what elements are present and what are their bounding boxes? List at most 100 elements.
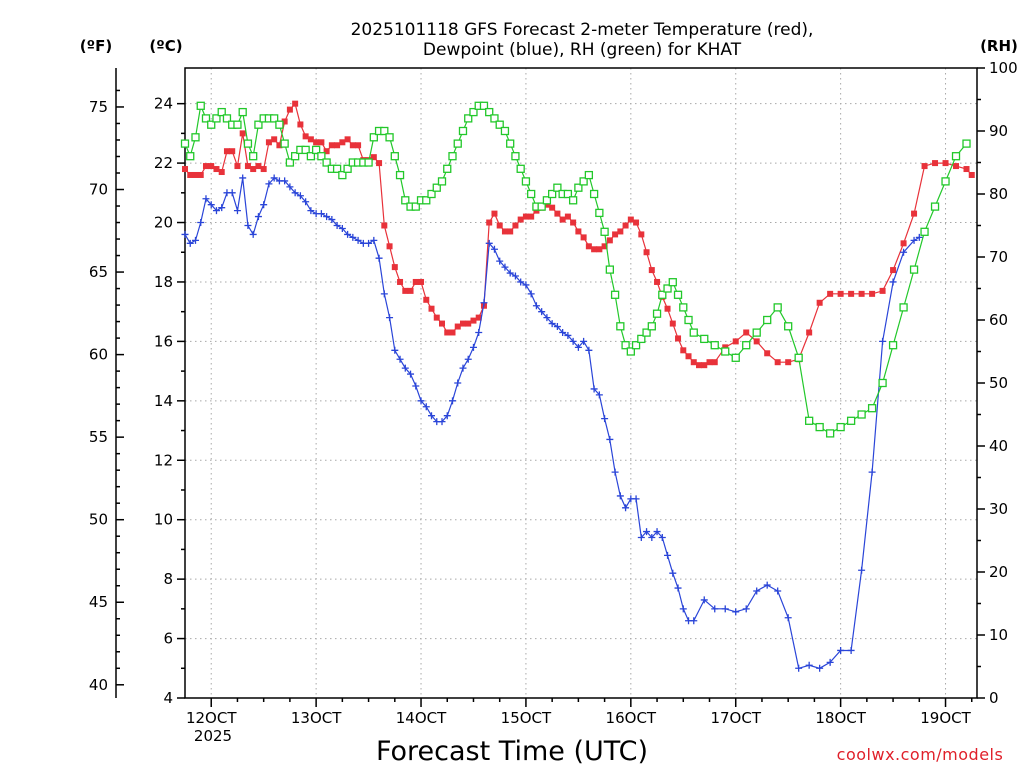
data-point — [596, 246, 603, 253]
chart-title-line2: Dewpoint (blue), RH (green) for KHAT — [423, 40, 742, 60]
data-point — [187, 171, 194, 178]
data-point — [512, 222, 519, 229]
data-point — [438, 418, 446, 426]
data-point — [968, 171, 975, 178]
data-point — [647, 322, 656, 331]
data-point — [542, 196, 552, 205]
data-point — [617, 228, 624, 235]
data-point — [307, 136, 314, 143]
data-point — [554, 210, 561, 217]
x-tick-label: 15OCT — [501, 709, 552, 727]
data-point — [239, 174, 247, 182]
rh-tick-label: 10 — [989, 626, 1008, 644]
celsius-tick-label: 16 — [154, 332, 173, 350]
data-point — [941, 177, 950, 186]
data-point — [753, 587, 761, 595]
data-point — [680, 347, 687, 354]
data-point — [654, 278, 661, 285]
data-point — [911, 210, 918, 217]
rh-unit-label: (RH) — [980, 37, 1018, 55]
data-point — [511, 272, 519, 280]
data-point — [454, 379, 462, 387]
data-point — [879, 337, 887, 345]
x-tick-label: 13OCT — [291, 709, 342, 727]
data-point — [731, 353, 740, 362]
data-point — [181, 230, 189, 238]
series-line — [184, 103, 967, 435]
data-point — [679, 605, 687, 613]
data-point — [574, 343, 582, 351]
data-point — [579, 177, 588, 186]
data-point — [495, 120, 504, 129]
x-tick-label: 14OCT — [396, 709, 447, 727]
data-point — [953, 163, 960, 170]
celsius-unit-label: (ºC) — [149, 37, 182, 55]
data-point — [837, 290, 844, 297]
data-point — [847, 646, 855, 654]
fahrenheit-tick-label: 50 — [89, 511, 108, 529]
data-point — [942, 160, 949, 167]
data-point — [763, 581, 771, 589]
data-point — [910, 236, 918, 244]
data-point — [222, 114, 232, 123]
data-point — [605, 265, 614, 274]
data-point — [281, 177, 289, 185]
data-point — [642, 328, 651, 337]
data-point — [217, 107, 226, 117]
data-point — [223, 148, 230, 155]
data-point — [370, 236, 378, 244]
data-point — [180, 139, 190, 148]
data-point — [638, 231, 645, 238]
data-point — [186, 239, 194, 247]
data-point — [900, 240, 907, 247]
data-point — [490, 114, 499, 123]
data-point — [689, 328, 698, 337]
data-point — [606, 435, 614, 443]
data-point — [207, 120, 216, 129]
data-point — [186, 152, 195, 161]
data-point — [390, 152, 399, 161]
data-point — [616, 492, 624, 500]
data-point — [233, 207, 241, 215]
data-point — [464, 355, 472, 363]
data-point — [313, 139, 320, 146]
data-point — [507, 228, 514, 235]
data-point — [290, 152, 300, 161]
data-point — [386, 243, 393, 250]
data-point — [260, 166, 267, 173]
data-point — [296, 192, 304, 200]
data-point — [376, 160, 383, 167]
data-point — [443, 164, 452, 173]
data-point — [334, 142, 341, 149]
data-point — [774, 587, 782, 595]
data-point — [465, 320, 472, 327]
data-point — [402, 287, 409, 294]
rh-tick-label: 80 — [989, 185, 1008, 203]
data-point — [742, 605, 750, 613]
data-point — [250, 166, 257, 173]
data-point — [632, 495, 640, 503]
data-point — [564, 331, 572, 339]
data-point — [343, 164, 352, 173]
data-point — [486, 219, 493, 226]
series-dewpoint — [181, 174, 923, 672]
data-point — [443, 412, 451, 420]
data-point — [595, 208, 604, 218]
data-point — [218, 169, 225, 176]
data-point — [196, 101, 205, 110]
grid-lines — [185, 68, 977, 699]
data-point — [652, 309, 662, 318]
data-point — [286, 106, 293, 113]
data-point — [825, 429, 835, 438]
data-point — [664, 551, 672, 559]
data-point — [448, 397, 456, 405]
data-point — [332, 164, 342, 173]
data-point — [626, 347, 635, 356]
data-point — [318, 139, 325, 146]
data-point — [930, 202, 940, 211]
data-point — [306, 152, 316, 161]
data-point — [422, 403, 430, 411]
data-point — [564, 213, 571, 220]
data-point — [391, 264, 398, 271]
